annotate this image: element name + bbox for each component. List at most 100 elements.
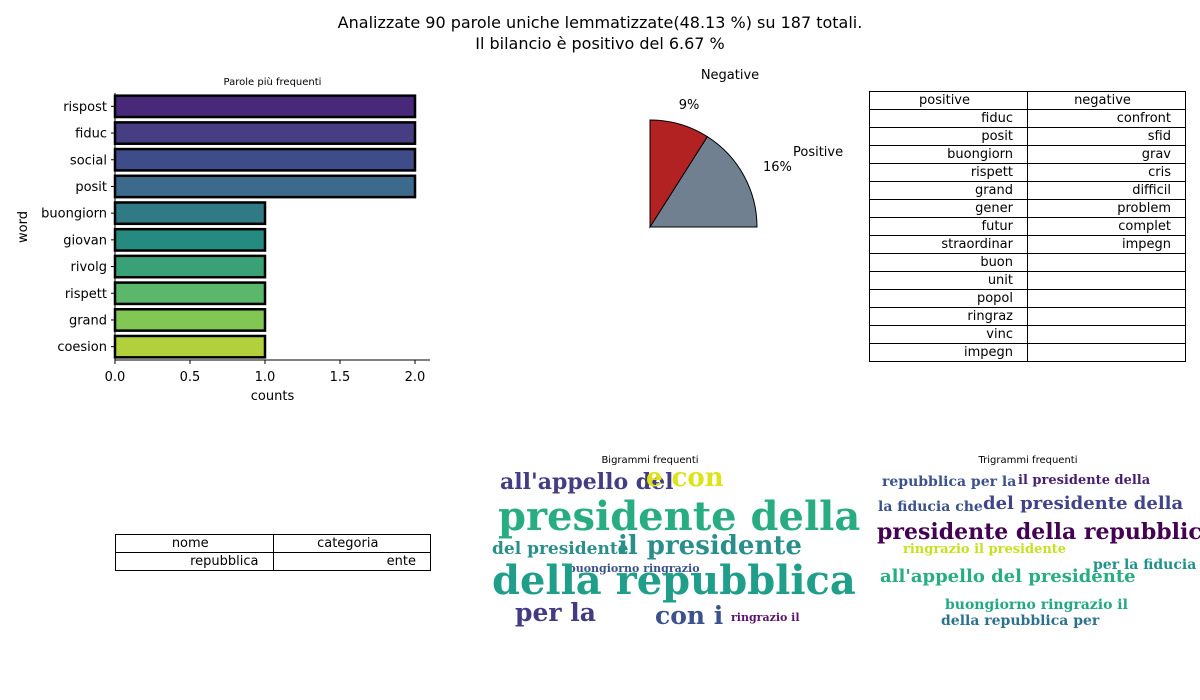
negative-cell: impegn xyxy=(1027,235,1186,254)
cloud-word: della repubblica xyxy=(492,557,856,604)
positive-cell: grand xyxy=(869,181,1028,200)
negative-cell xyxy=(1027,289,1186,308)
x-tick-label: 2.0 xyxy=(405,370,426,385)
table-row: buongiorn grav xyxy=(869,145,1186,164)
positive-cell: rispett xyxy=(869,163,1028,182)
cloud-word: presidente della repubblica xyxy=(877,519,1200,545)
negative-cell: sfid xyxy=(1027,127,1186,146)
negative-cell: difficil xyxy=(1027,181,1186,200)
positive-cell: fiduc xyxy=(869,109,1028,128)
negative-cell xyxy=(1027,271,1186,290)
bar-chart-title: Parole più frequenti xyxy=(224,76,322,88)
entity-header-categoria: categoria xyxy=(272,534,431,553)
positive-cell: unit xyxy=(869,271,1028,290)
cloud-word: la fiducia che xyxy=(878,499,983,515)
table-row: futur complet xyxy=(869,217,1186,236)
table-row: unit xyxy=(869,271,1186,290)
negative-cell xyxy=(1027,325,1186,344)
table-row: posit sfid xyxy=(869,127,1186,146)
positive-cell: ringraz xyxy=(869,307,1028,326)
figure-title: Analizzate 90 parole uniche lemmatizzate… xyxy=(0,12,1200,54)
x-tick-label: 1.5 xyxy=(330,370,351,385)
positive-cell: buongiorn xyxy=(869,145,1028,164)
sentiment-header-negative: negative xyxy=(1027,91,1186,110)
pie-slice-positive xyxy=(649,135,758,228)
negative-cell: grav xyxy=(1027,145,1186,164)
cloud-word: il presidente della xyxy=(1018,473,1151,488)
table-row: gener problem xyxy=(869,199,1186,218)
table-row: ringraz xyxy=(869,307,1186,326)
y-tick-label-social: social xyxy=(70,153,107,168)
table-row: vinc xyxy=(869,325,1186,344)
entity-header-nome: nome xyxy=(115,534,274,553)
cloud-word: per la fiducia xyxy=(1093,557,1197,573)
figure-title-line2: Il bilancio è positivo del 6.67 % xyxy=(475,34,725,53)
negative-cell: confront xyxy=(1027,109,1186,128)
cloud-word: della repubblica per xyxy=(941,613,1100,629)
entity-table: nome categoria repubblica ente xyxy=(115,534,431,571)
figure-title-line1: Analizzate 90 parole uniche lemmatizzate… xyxy=(337,13,863,32)
y-tick-label-giovan: giovan xyxy=(63,233,107,248)
x-axis-label: counts xyxy=(251,389,295,404)
y-tick-label-posit: posit xyxy=(75,180,107,195)
cloud-word: il presidente xyxy=(618,531,802,561)
positive-cell: impegn xyxy=(869,343,1028,362)
y-tick-label-rispost: rispost xyxy=(63,100,107,115)
positive-cell: popol xyxy=(869,289,1028,308)
x-tick-label: 1.0 xyxy=(255,370,276,385)
x-tick-label: 0.0 xyxy=(105,370,126,385)
negative-cell xyxy=(1027,253,1186,272)
table-row: rispett cris xyxy=(869,163,1186,182)
cloud-word: buongiorno ringrazio xyxy=(568,562,700,575)
positive-cell: vinc xyxy=(869,325,1028,344)
pie-label-negative: Negative xyxy=(701,68,759,83)
table-row: repubblica ente xyxy=(115,552,431,571)
positive-cell: straordinar xyxy=(869,235,1028,254)
table-row: buon xyxy=(869,253,1186,272)
pie-pct-negative: 9% xyxy=(679,98,700,113)
cloud-word: all'appello del presidente xyxy=(880,566,1136,587)
positive-cell: posit xyxy=(869,127,1028,146)
cloud-word: con i xyxy=(655,601,724,630)
negative-cell: complet xyxy=(1027,217,1186,236)
y-tick-label-coesion: coesion xyxy=(57,340,107,355)
x-tick-label: 0.5 xyxy=(180,370,201,385)
y-axis-label: word xyxy=(16,211,31,243)
sentiment-header-positive: positive xyxy=(869,91,1028,110)
cloud-word: ringrazio il presidente xyxy=(903,542,1067,557)
table-row: popol xyxy=(869,289,1186,308)
y-tick-label-fiduc: fiduc xyxy=(75,127,107,142)
pie-slice-negative xyxy=(649,119,709,229)
negative-cell xyxy=(1027,343,1186,362)
pie-label-positive: Positive xyxy=(793,145,843,160)
negative-cell xyxy=(1027,307,1186,326)
y-tick-label-rispett: rispett xyxy=(65,287,107,302)
cloud-word: del presidente xyxy=(492,539,629,559)
negative-cell: problem xyxy=(1027,199,1186,218)
cloud-word: all'appello del xyxy=(500,469,674,495)
bigram-cloud-title: Bigrammi frequenti xyxy=(601,455,699,466)
entity-category-cell: ente xyxy=(272,552,431,571)
sentiment-table-header: positive negative xyxy=(869,91,1186,110)
trigram-cloud-title: Trigrammi frequenti xyxy=(978,455,1078,466)
y-tick-label-grand: grand xyxy=(69,313,107,328)
positive-cell: gener xyxy=(869,199,1028,218)
y-tick-label-buongiorn: buongiorn xyxy=(41,207,107,222)
entity-name-cell: repubblica xyxy=(115,552,274,571)
cloud-word: buongiorno ringrazio il xyxy=(945,597,1128,613)
y-tick-label-rivolg: rivolg xyxy=(71,260,107,275)
pie-pct-positive: 16% xyxy=(763,160,792,175)
entity-table-header: nome categoria xyxy=(115,534,431,553)
table-row: grand difficil xyxy=(869,181,1186,200)
cloud-word: ringrazio il xyxy=(731,611,800,624)
cloud-word: presidente della xyxy=(498,493,861,540)
cloud-word: del presidente della xyxy=(983,493,1184,514)
positive-cell: buon xyxy=(869,253,1028,272)
table-row: impegn xyxy=(869,343,1186,362)
table-row: straordinar impegn xyxy=(869,235,1186,254)
cloud-word: per la xyxy=(515,598,596,627)
positive-cell: futur xyxy=(869,217,1028,236)
sentiment-table: positive negative fiduc confront posit sfid bu… xyxy=(869,91,1186,362)
